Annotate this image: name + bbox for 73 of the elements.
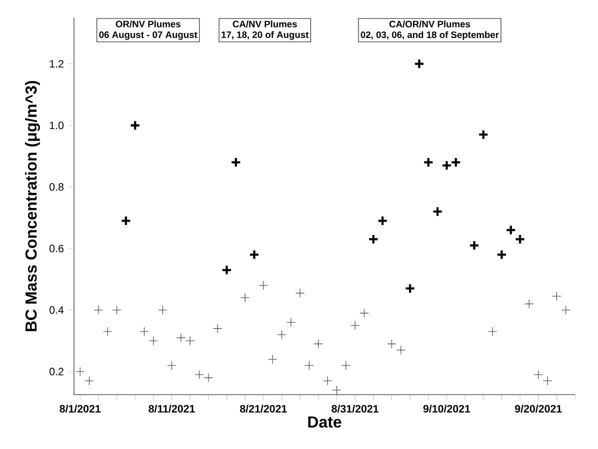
point (514, 234, 526, 245)
point (478, 129, 489, 140)
annotation: 17, 18, 20 of August (222, 31, 309, 40)
point (450, 156, 462, 168)
point (204, 373, 214, 382)
x-tick-label: 8/11/2021 (148, 404, 195, 413)
point (377, 215, 388, 226)
point (295, 288, 305, 298)
point (488, 326, 498, 336)
point (258, 280, 268, 290)
point (148, 336, 158, 346)
point (167, 360, 176, 370)
point (396, 345, 406, 355)
point (221, 264, 232, 276)
point (194, 370, 204, 380)
point (404, 283, 416, 294)
point (212, 324, 222, 334)
point (94, 305, 104, 315)
x-tick-label: 8/21/2021 (240, 404, 287, 413)
point (103, 326, 112, 336)
point (468, 240, 480, 251)
annotation: OR/NV Plumes (116, 20, 180, 28)
y-tick-label: 1.2 (50, 60, 64, 68)
point (350, 320, 360, 330)
y-tick-label: 0.6 (50, 244, 64, 252)
y-tick-label: 0.2 (50, 368, 64, 376)
point (120, 215, 132, 226)
point (314, 339, 323, 348)
point (432, 206, 443, 217)
point (542, 376, 552, 386)
point (534, 370, 543, 380)
point (112, 305, 122, 315)
point (414, 58, 425, 70)
point (130, 120, 140, 131)
point (561, 305, 570, 315)
point (248, 249, 260, 260)
y-tick-label: 0.4 (50, 306, 64, 314)
point (332, 385, 342, 395)
point (185, 336, 195, 346)
point (84, 376, 94, 386)
point (76, 366, 85, 376)
point (230, 156, 242, 168)
x-tick-label: 8/1/2021 (60, 404, 101, 413)
point (506, 224, 516, 236)
point (387, 339, 396, 348)
point (552, 292, 562, 301)
annotation: CA/OR/NV Plumes (389, 20, 470, 28)
point (277, 330, 286, 340)
point (268, 354, 278, 364)
point (304, 360, 314, 370)
point (176, 333, 186, 342)
point (286, 318, 296, 327)
point (368, 234, 379, 245)
annotation: 02, 03, 06, and 18 of September (360, 31, 499, 40)
point (524, 299, 534, 308)
point (140, 326, 149, 336)
y-tick-label: 1.0 (50, 122, 64, 130)
x-tick-label: 9/20/2021 (515, 404, 562, 413)
y-axis-title: BC Mass Concentration (μg/m^3) (25, 80, 40, 332)
x-axis-title: Date (308, 416, 342, 428)
point (423, 156, 434, 168)
annotation: CA/NV Plumes (232, 20, 297, 28)
x-tick-label: 8/31/2021 (332, 404, 378, 413)
point (441, 160, 452, 171)
y-tick-label: 0.8 (50, 183, 64, 191)
point (240, 293, 250, 302)
point (496, 249, 508, 260)
point (322, 376, 332, 386)
point (158, 305, 168, 315)
point (360, 308, 369, 318)
x-tick-label: 9/10/2021 (423, 404, 470, 413)
point (341, 360, 350, 370)
annotation: 06 August - 07 August (99, 31, 198, 40)
